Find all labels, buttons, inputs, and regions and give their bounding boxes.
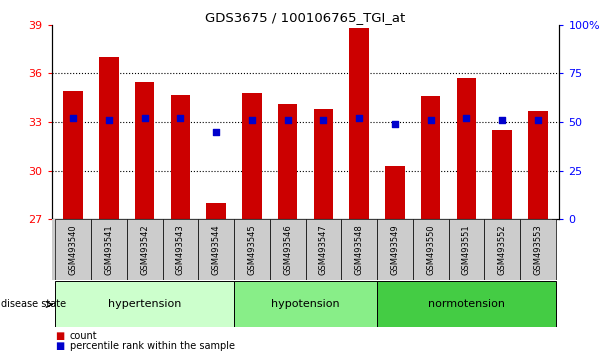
Text: GSM493553: GSM493553 — [533, 224, 542, 275]
Text: GSM493542: GSM493542 — [140, 224, 149, 275]
Text: percentile rank within the sample: percentile rank within the sample — [70, 341, 235, 351]
Bar — [377, 281, 556, 327]
Bar — [206, 203, 226, 219]
Bar — [270, 219, 306, 280]
Text: hypotension: hypotension — [271, 299, 340, 309]
Text: normotension: normotension — [428, 299, 505, 309]
Bar — [449, 219, 485, 280]
Bar — [55, 219, 91, 280]
Point — [461, 115, 471, 121]
Bar — [520, 219, 556, 280]
Text: GSM493540: GSM493540 — [69, 224, 78, 275]
Text: count: count — [70, 331, 97, 341]
Bar — [350, 28, 369, 219]
Point — [247, 118, 257, 123]
Bar — [377, 219, 413, 280]
Bar — [99, 57, 119, 219]
Point — [140, 115, 150, 121]
Bar — [63, 91, 83, 219]
Point — [497, 118, 507, 123]
Point — [176, 115, 185, 121]
Text: GSM493546: GSM493546 — [283, 224, 292, 275]
Point — [68, 115, 78, 121]
Point — [104, 118, 114, 123]
Text: GSM493549: GSM493549 — [390, 224, 399, 275]
Bar — [162, 219, 198, 280]
Text: GSM493548: GSM493548 — [354, 224, 364, 275]
Bar — [55, 281, 234, 327]
Text: hypertension: hypertension — [108, 299, 181, 309]
Bar — [492, 130, 512, 219]
Text: GSM493550: GSM493550 — [426, 224, 435, 275]
Text: disease state: disease state — [1, 299, 66, 309]
Point — [390, 121, 400, 127]
Text: GSM493545: GSM493545 — [247, 224, 257, 275]
Bar — [341, 219, 377, 280]
Text: GSM493547: GSM493547 — [319, 224, 328, 275]
Text: GSM493551: GSM493551 — [462, 224, 471, 275]
Text: GSM493541: GSM493541 — [105, 224, 113, 275]
Text: ■: ■ — [55, 331, 64, 341]
Bar — [421, 96, 440, 219]
Bar — [306, 219, 341, 280]
Text: GSM493544: GSM493544 — [212, 224, 221, 275]
Bar — [234, 219, 270, 280]
Point — [211, 129, 221, 135]
Bar — [385, 166, 405, 219]
Bar — [135, 81, 154, 219]
Bar — [413, 219, 449, 280]
Bar — [485, 219, 520, 280]
Bar — [171, 95, 190, 219]
Point — [533, 118, 543, 123]
Point — [319, 118, 328, 123]
Text: GSM493543: GSM493543 — [176, 224, 185, 275]
Bar — [91, 219, 126, 280]
Point — [283, 118, 292, 123]
Bar — [528, 111, 548, 219]
Bar — [198, 219, 234, 280]
Point — [426, 118, 435, 123]
Bar — [314, 109, 333, 219]
Title: GDS3675 / 100106765_TGI_at: GDS3675 / 100106765_TGI_at — [206, 11, 406, 24]
Bar — [278, 104, 297, 219]
Point — [354, 115, 364, 121]
Text: GSM493552: GSM493552 — [498, 224, 506, 275]
Bar — [126, 219, 162, 280]
Bar — [457, 78, 476, 219]
Bar — [242, 93, 261, 219]
Bar — [234, 281, 377, 327]
Text: ■: ■ — [55, 341, 64, 351]
